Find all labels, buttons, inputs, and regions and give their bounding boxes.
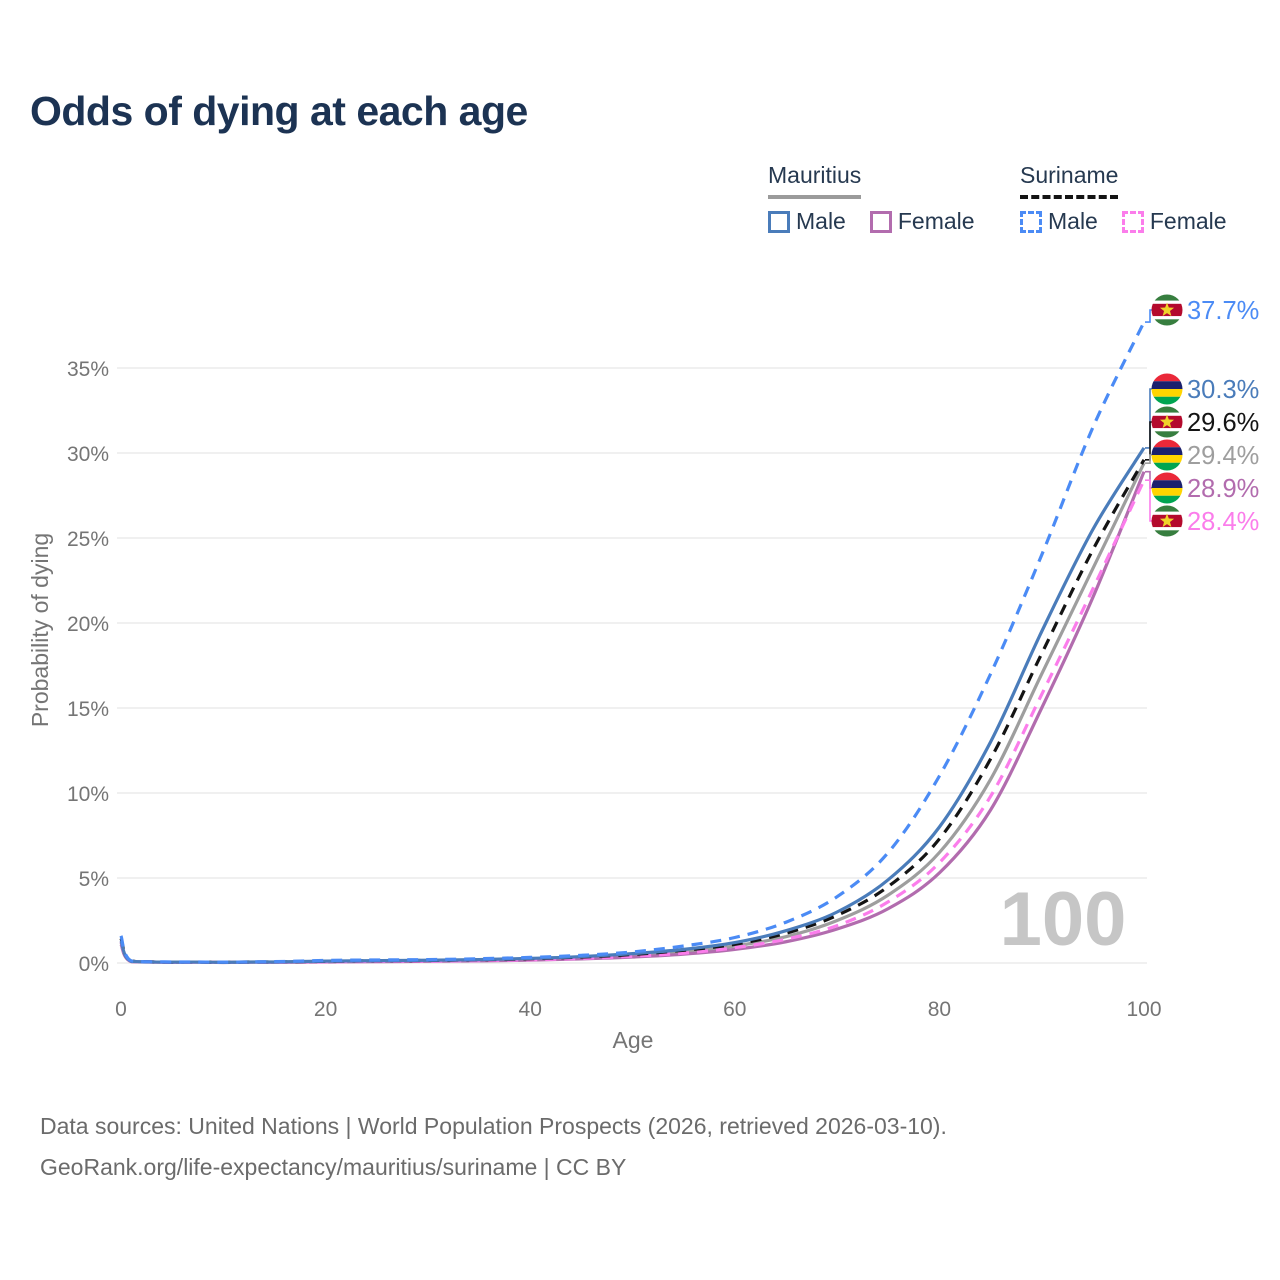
suriname-flag-icon bbox=[1151, 406, 1183, 438]
legend-label-mauritius-male: Male bbox=[796, 208, 846, 234]
legend-item-mauritius-male[interactable]: Male bbox=[768, 208, 846, 235]
legend-items-suriname: Male Female bbox=[1020, 208, 1227, 235]
y-tick-label: 10% bbox=[67, 783, 109, 806]
x-tick-label: 40 bbox=[519, 998, 542, 1021]
series-line-suriname-both-sexes bbox=[119, 459, 1146, 964]
checkbox-icon-mauritius-female[interactable] bbox=[869, 210, 892, 233]
legend-title-suriname: Suriname bbox=[1020, 162, 1119, 199]
end-value-label: 29.6% bbox=[1187, 409, 1259, 437]
end-value-label: 30.3% bbox=[1187, 376, 1259, 404]
suriname-flag-icon bbox=[1151, 294, 1183, 326]
checkbox-icon-mauritius-male[interactable] bbox=[768, 210, 790, 233]
legend-group-mauritius: Mauritius Male Female bbox=[768, 162, 975, 235]
end-value-label: 29.4% bbox=[1187, 442, 1259, 470]
star-icon bbox=[1159, 513, 1175, 528]
legend-group-suriname: Suriname Male Female bbox=[1020, 162, 1227, 235]
x-tick-label: 20 bbox=[314, 998, 337, 1021]
legend-label-mauritius-female: Female bbox=[897, 208, 975, 234]
y-tick-label: 25% bbox=[67, 528, 109, 551]
footer-data-sources: Data sources: United Nations | World Pop… bbox=[40, 1113, 947, 1139]
y-tick-label: 30% bbox=[67, 443, 109, 466]
mauritius-flag-icon bbox=[1151, 472, 1183, 504]
page-title: Odds of dying at each age bbox=[30, 88, 528, 134]
end-value-label: 37.7% bbox=[1187, 297, 1259, 325]
series-line-suriname-female bbox=[119, 479, 1146, 965]
age-watermark: 100 bbox=[1000, 877, 1127, 962]
y-tick-label: 15% bbox=[67, 698, 109, 721]
x-axis-title: Age bbox=[613, 1027, 654, 1053]
suriname-flag-icon bbox=[1151, 505, 1183, 537]
legend-item-suriname-male[interactable]: Male bbox=[1020, 208, 1098, 235]
star-icon bbox=[1159, 414, 1175, 429]
legend-label-suriname-female: Female bbox=[1149, 208, 1227, 234]
x-tick-label: 60 bbox=[723, 998, 746, 1021]
mauritius-flag-icon bbox=[1151, 439, 1183, 471]
series-line-suriname-male bbox=[119, 321, 1146, 964]
series-line-mauritius-female bbox=[119, 471, 1146, 965]
y-tick-label: 0% bbox=[79, 953, 109, 976]
star-icon bbox=[1159, 302, 1175, 317]
y-tick-label: 35% bbox=[67, 358, 109, 381]
footer-attribution: GeoRank.org/life-expectancy/mauritius/su… bbox=[40, 1154, 627, 1180]
legend-label-suriname-male: Male bbox=[1048, 208, 1098, 234]
x-tick-label: 0 bbox=[115, 998, 127, 1021]
mauritius-flag-icon bbox=[1151, 373, 1183, 405]
y-tick-label: 20% bbox=[67, 613, 109, 636]
end-value-label: 28.4% bbox=[1187, 508, 1259, 536]
y-tick-label: 5% bbox=[79, 868, 109, 891]
series-line-mauritius-male bbox=[119, 447, 1146, 964]
end-value-label: 28.9% bbox=[1187, 475, 1259, 503]
line-chart: 0% 5% 10% 15% 20% 25% 30% 35% 0 20 40 60 80 100 Age Pro… bbox=[27, 294, 1259, 1053]
checkbox-icon-suriname-female[interactable] bbox=[1121, 210, 1144, 233]
legend-items-mauritius: Male Female bbox=[768, 208, 975, 235]
x-tick-label: 100 bbox=[1126, 998, 1161, 1021]
legend-item-suriname-female[interactable]: Female bbox=[1121, 208, 1227, 235]
y-axis-title: Probability of dying bbox=[27, 533, 53, 727]
legend-title-mauritius: Mauritius bbox=[768, 162, 862, 199]
x-tick-label: 80 bbox=[928, 998, 951, 1021]
legend-item-mauritius-female[interactable]: Female bbox=[869, 208, 975, 235]
checkbox-icon-suriname-male[interactable] bbox=[1020, 210, 1042, 233]
footer: Data sources: United Nations | World Pop… bbox=[40, 1106, 947, 1188]
